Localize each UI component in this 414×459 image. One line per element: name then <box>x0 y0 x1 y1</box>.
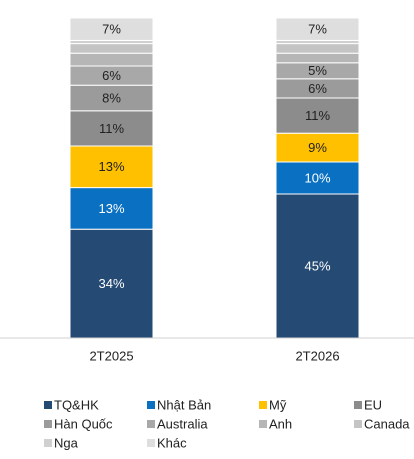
bar-segment <box>275 52 360 64</box>
bar-segment <box>275 193 360 339</box>
data-label: 11% <box>99 121 124 136</box>
bar-segment <box>69 110 154 147</box>
bar-segment <box>69 84 154 112</box>
legend-label: Mỹ <box>269 397 287 412</box>
data-label: 9% <box>308 140 327 155</box>
legend-swatch <box>147 420 155 428</box>
legend-label: Nga <box>54 435 79 450</box>
legend-label: TQ&HK <box>54 397 99 412</box>
legend-swatch <box>44 439 52 447</box>
bar-segment <box>69 17 154 41</box>
legend-label: Anh <box>269 416 292 431</box>
bar-segment <box>275 161 360 195</box>
data-label: 11% <box>305 108 330 123</box>
data-label: 6% <box>102 68 121 83</box>
data-label: 6% <box>308 81 327 96</box>
bar-segment <box>69 52 154 67</box>
legend-swatch <box>354 420 362 428</box>
legend-swatch <box>259 420 267 428</box>
legend-swatch <box>147 439 155 447</box>
legend-swatch <box>259 401 267 409</box>
bar-segment <box>275 43 360 54</box>
legend-swatch <box>147 401 155 409</box>
data-label: 13% <box>98 201 124 216</box>
data-label: 7% <box>308 22 327 37</box>
legend-label: EU <box>364 397 382 412</box>
bar-segment <box>275 97 360 134</box>
legend-label: Hàn Quốc <box>54 416 113 431</box>
data-label: 34% <box>98 276 124 291</box>
legend-label: Nhật Bản <box>157 397 211 412</box>
legend-label: Canada <box>364 416 410 431</box>
bar-segment <box>69 43 154 54</box>
legend-swatch <box>354 401 362 409</box>
bar-segment <box>69 228 154 339</box>
x-tick-label: 2T2026 <box>295 348 339 363</box>
x-tick-label: 2T2025 <box>89 348 133 363</box>
data-label: 5% <box>308 63 327 78</box>
data-label: 8% <box>102 90 121 105</box>
bar-segment <box>275 17 360 41</box>
bar-segment <box>69 187 154 230</box>
bar-segment <box>275 132 360 163</box>
legend-swatch <box>44 420 52 428</box>
data-label: 7% <box>102 22 121 37</box>
legend-swatch <box>44 401 52 409</box>
data-label: 45% <box>304 258 330 273</box>
data-label: 13% <box>98 159 124 174</box>
legend-label: Australia <box>157 416 208 431</box>
legend-label: Khác <box>157 435 187 450</box>
data-label: 10% <box>304 170 330 185</box>
